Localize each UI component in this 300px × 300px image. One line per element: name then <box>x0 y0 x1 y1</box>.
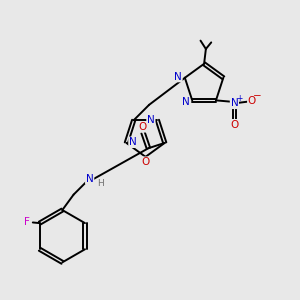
Text: N: N <box>147 115 155 125</box>
Text: F: F <box>24 217 30 227</box>
Text: N: N <box>174 72 182 82</box>
Text: N: N <box>230 98 238 108</box>
Text: O: O <box>248 96 256 106</box>
Text: N: N <box>86 173 94 184</box>
Text: H: H <box>97 179 104 188</box>
Text: −: − <box>253 91 262 100</box>
Text: N: N <box>182 97 189 106</box>
Text: O: O <box>138 122 147 132</box>
Text: O: O <box>230 120 238 130</box>
Text: O: O <box>141 157 150 167</box>
Text: +: + <box>236 94 242 103</box>
Text: N: N <box>129 137 137 147</box>
